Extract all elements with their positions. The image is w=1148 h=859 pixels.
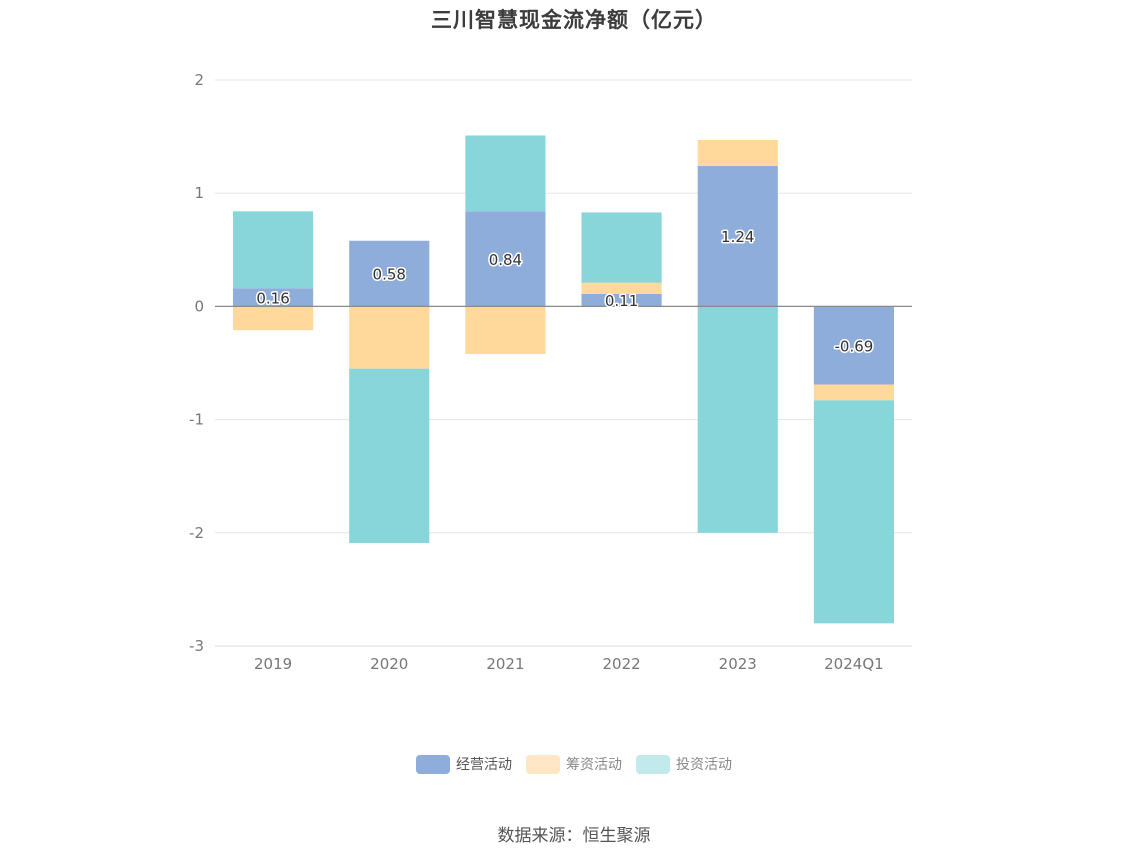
x-tick-label: 2023 <box>719 655 757 673</box>
y-tick-label: 2 <box>194 71 204 89</box>
bar-segment-1 <box>349 306 430 369</box>
axis-layer: 2 1 0 -1 -2 -3 2019 2020 2021 2022 2023 2024Q1 <box>189 71 912 673</box>
grid-layer <box>215 79 912 647</box>
bar-segment-0 <box>581 293 662 307</box>
y-tick-label: 1 <box>194 184 204 202</box>
legend-item-investing[interactable]: 投资活动 <box>636 754 732 774</box>
bar-segment-0 <box>465 211 546 307</box>
bar-segment-0 <box>349 240 430 307</box>
bar-segment-2 <box>581 212 662 283</box>
bar-segment-0 <box>233 288 314 307</box>
bar-segment-2 <box>233 211 314 289</box>
bars-layer <box>233 135 894 624</box>
y-tick-label: -1 <box>189 411 204 429</box>
data-label: 1.24 <box>721 228 754 246</box>
bar-segment-1 <box>813 384 894 401</box>
cashflow-chart: 2 1 0 -1 -2 -3 2019 2020 2021 2022 2023 2024Q1 0.16… <box>189 71 912 673</box>
legend-swatch-operating <box>416 754 450 774</box>
bar-segment-1 <box>465 306 546 354</box>
bar-segment-1 <box>581 282 662 294</box>
data-label: -0.69 <box>835 337 874 355</box>
bar-segment-0 <box>697 166 778 307</box>
x-tick-label: 2022 <box>602 655 640 673</box>
y-tick-label: 0 <box>194 297 204 315</box>
labels-layer: 0.16 0.58 0.84 0.11 1.24 -0.69 <box>255 227 875 357</box>
bar-segment-2 <box>349 368 430 543</box>
legend-swatch-financing <box>526 754 560 774</box>
x-tick-label: 2019 <box>254 655 292 673</box>
x-tick-label: 2020 <box>370 655 408 673</box>
bar-segment-1 <box>697 139 778 167</box>
legend-label-operating: 经营活动 <box>456 757 512 773</box>
data-label: 0.16 <box>256 289 289 307</box>
legend: 经营活动 筹资活动 投资活动 <box>0 754 1148 774</box>
x-tick-label: 2024Q1 <box>824 655 884 673</box>
bar-segment-2 <box>465 135 546 212</box>
y-tick-label: -2 <box>189 524 204 542</box>
legend-item-financing[interactable]: 筹资活动 <box>526 754 622 774</box>
chart-title: 三川智慧现金流净额（亿元） <box>431 8 717 32</box>
y-tick-label: -3 <box>189 637 204 655</box>
legend-item-operating[interactable]: 经营活动 <box>416 754 512 774</box>
bar-segment-1 <box>233 306 314 331</box>
bar-segment-2 <box>813 400 894 624</box>
data-source-note: 数据来源：恒生聚源 <box>497 826 651 846</box>
data-label: 0.84 <box>489 251 522 269</box>
legend-swatch-investing <box>636 754 670 774</box>
bar-segment-2 <box>697 306 778 533</box>
legend-label-investing: 投资活动 <box>676 757 732 773</box>
data-label: 0.11 <box>605 292 638 310</box>
data-label: 0.58 <box>373 266 406 284</box>
x-tick-label: 2021 <box>486 655 524 673</box>
bar-segment-0 <box>813 306 894 385</box>
legend-label-financing: 筹资活动 <box>566 757 622 773</box>
